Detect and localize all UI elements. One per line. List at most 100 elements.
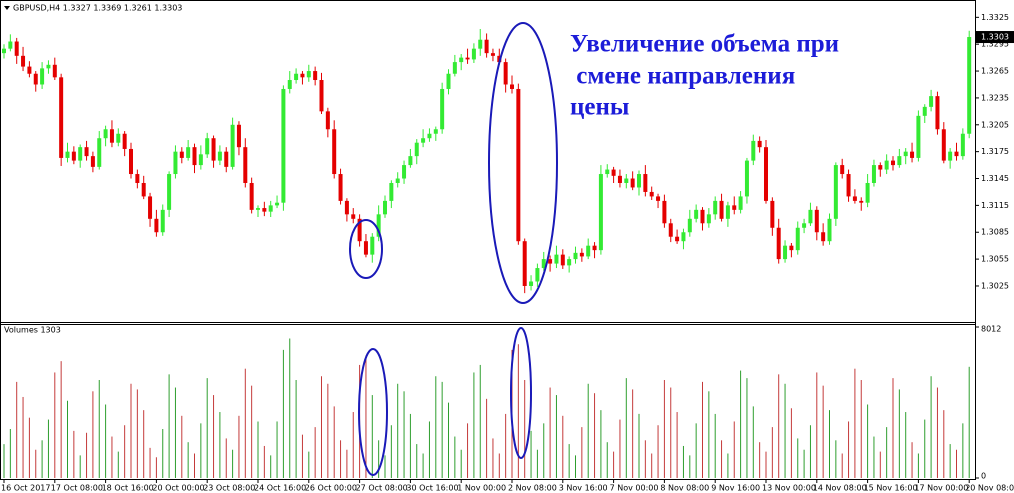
candle-body <box>719 200 724 219</box>
candle-body <box>249 182 254 210</box>
candle-body <box>510 84 514 89</box>
last-price-label: 1.3303 <box>981 33 1009 42</box>
candle-body <box>357 218 362 242</box>
candle-body <box>71 151 76 161</box>
y-tick-label: 1.3115 <box>981 201 1009 210</box>
x-tick-label: 20 Nov 08:00 <box>965 484 1014 493</box>
annotation-line: Увеличение объема при <box>570 31 839 58</box>
candle-body <box>764 147 768 201</box>
candle-body <box>402 165 407 179</box>
candle-body <box>173 151 178 175</box>
candle-body <box>954 151 959 157</box>
candle-body <box>541 259 546 269</box>
y-tick-label: 8012 <box>981 325 1001 334</box>
candle-body <box>478 39 483 49</box>
candle-body <box>535 268 540 282</box>
candle-body <box>668 223 673 237</box>
candle-body <box>935 96 940 130</box>
candle-body <box>598 174 603 251</box>
candle-body <box>300 73 305 78</box>
x-tick-label: 20 Oct 00:00 <box>152 484 204 493</box>
candle-body <box>363 241 368 255</box>
candle-body <box>605 169 610 175</box>
candle-body <box>440 88 445 130</box>
candle-body <box>459 57 464 63</box>
candle-body <box>294 73 299 81</box>
candle-body <box>427 133 432 139</box>
candle-body <box>160 209 165 233</box>
candle-body <box>941 129 946 161</box>
candle-body <box>573 252 578 260</box>
candle-body <box>637 174 641 188</box>
candle-body <box>871 165 876 183</box>
chart-frame <box>0 0 976 480</box>
candle-body <box>198 154 203 166</box>
candle-body <box>205 138 210 155</box>
candle-body <box>383 200 387 215</box>
y-tick-label: 1.3295 <box>981 40 1009 49</box>
candle-body <box>414 142 419 157</box>
highlight-ellipse <box>488 22 558 304</box>
candle-body <box>852 196 857 201</box>
candle-body <box>840 165 845 175</box>
x-tick-label: 2 Nov 08:00 <box>508 484 557 493</box>
candle-body <box>814 209 819 233</box>
x-tick-label: 17 Nov 00:00 <box>914 484 968 493</box>
candle-body <box>217 151 222 161</box>
y-tick-label: 1.3145 <box>981 174 1009 183</box>
volume-pane-title: Volumes 1303 <box>4 326 61 335</box>
candle-body <box>948 151 953 161</box>
candle-body <box>656 196 661 201</box>
y-tick-label: 1.3265 <box>981 67 1009 76</box>
candle-body <box>833 165 838 219</box>
candle-body <box>344 200 349 215</box>
candle-body <box>256 208 260 210</box>
candle-body <box>306 71 311 78</box>
candle-body <box>370 236 375 255</box>
candle-body <box>141 182 146 197</box>
candle-body <box>236 124 241 148</box>
x-tick-label: 9 Nov 16:00 <box>711 484 760 493</box>
candle-body <box>52 64 57 78</box>
candle-body <box>579 252 584 257</box>
candle-body <box>389 182 394 201</box>
candle-body <box>14 41 19 56</box>
x-tick-label: 7 Nov 00:00 <box>610 484 659 493</box>
candle-body <box>738 196 743 210</box>
symbol-menu-icon[interactable] <box>4 6 10 10</box>
candle-body <box>230 124 235 167</box>
candle-body <box>90 156 95 167</box>
candle-body <box>757 140 762 148</box>
candle-body <box>268 205 273 212</box>
candle-body <box>167 174 172 210</box>
candle-body <box>770 200 775 228</box>
candle-body <box>910 151 915 158</box>
candle-body <box>744 160 749 197</box>
x-tick-label: 17 Oct 08:00 <box>51 484 103 493</box>
candle-body <box>516 88 521 242</box>
candle-body <box>878 165 883 170</box>
y-tick-label: 1.3055 <box>981 255 1009 264</box>
candle-body <box>700 209 705 224</box>
candle-body <box>65 151 70 158</box>
candle-body <box>376 214 381 237</box>
x-tick-label: 27 Oct 08:00 <box>356 484 408 493</box>
candle-body <box>46 64 51 69</box>
candle-body <box>395 178 400 183</box>
candle-body <box>891 160 895 166</box>
candle-body <box>243 147 248 183</box>
candle-body <box>560 254 565 266</box>
candle-body <box>103 129 108 139</box>
candle-body <box>617 175 622 183</box>
candle-body <box>586 245 591 257</box>
candle-body <box>554 254 559 264</box>
candle-body <box>59 77 64 158</box>
candle-body <box>8 41 13 49</box>
candle-body <box>446 73 451 89</box>
candle-body <box>960 133 965 157</box>
candle-body <box>78 147 83 161</box>
candle-body <box>408 156 413 166</box>
symbol-info: GBPUSD,H4 1.3327 1.3369 1.3261 1.3303 <box>13 4 182 13</box>
candle-body <box>732 205 737 210</box>
y-tick-label: 1.3325 <box>981 13 1009 22</box>
